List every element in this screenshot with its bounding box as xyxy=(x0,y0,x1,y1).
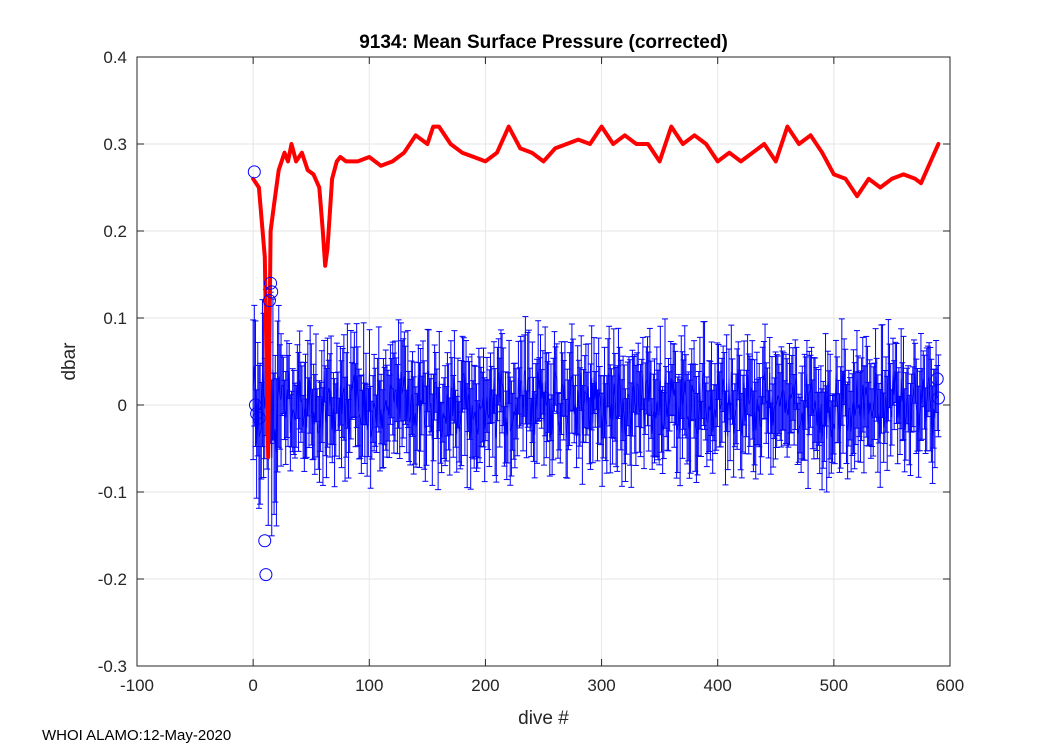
y-tick-label: -0.3 xyxy=(98,657,127,676)
smoothed-line xyxy=(251,124,941,460)
smoothed-series xyxy=(251,124,941,460)
outlier-marker xyxy=(258,534,272,548)
x-tick-label: 0 xyxy=(248,676,257,695)
outlier-marker xyxy=(931,391,945,405)
x-tick-label: 500 xyxy=(820,676,848,695)
y-tick-label: 0.4 xyxy=(103,48,127,67)
errorbar-series xyxy=(250,288,942,537)
x-tick-label: 600 xyxy=(936,676,964,695)
x-tick-label: 100 xyxy=(355,676,383,695)
y-axis-label: dbar xyxy=(59,342,80,381)
outlier-marker xyxy=(930,372,944,386)
y-tick-label: -0.1 xyxy=(98,483,127,502)
chart-title: 9134: Mean Surface Pressure (corrected) xyxy=(359,32,728,53)
y-tick-label: 0.3 xyxy=(103,135,127,154)
y-tick-label: 0.2 xyxy=(103,222,127,241)
outlier-marker xyxy=(247,165,261,179)
footer-credit: WHOI ALAMO:12-May-2020 xyxy=(42,727,232,744)
x-tick-label: 300 xyxy=(587,676,615,695)
outlier-marker xyxy=(259,568,273,582)
marker-series xyxy=(247,165,945,582)
x-tick-label: 400 xyxy=(704,676,732,695)
x-tick-label: 200 xyxy=(471,676,499,695)
tick-layer: -100 0 100 200 300 400 500 600 -0.3 -0.2 -0.1 0 0.1 0… xyxy=(98,48,964,695)
outlier-marker xyxy=(252,411,266,425)
y-tick-label: -0.2 xyxy=(98,570,127,589)
outlier-marker xyxy=(248,398,262,412)
y-tick-label: 0.1 xyxy=(103,309,127,328)
x-axis-label: dive # xyxy=(518,708,569,729)
y-tick-label: 0 xyxy=(118,396,127,415)
outlier-marker xyxy=(262,294,276,308)
outlier-marker xyxy=(265,285,279,299)
plot-frame xyxy=(136,56,951,667)
outlier-marker xyxy=(264,276,278,290)
x-tick-label: -100 xyxy=(120,676,154,695)
